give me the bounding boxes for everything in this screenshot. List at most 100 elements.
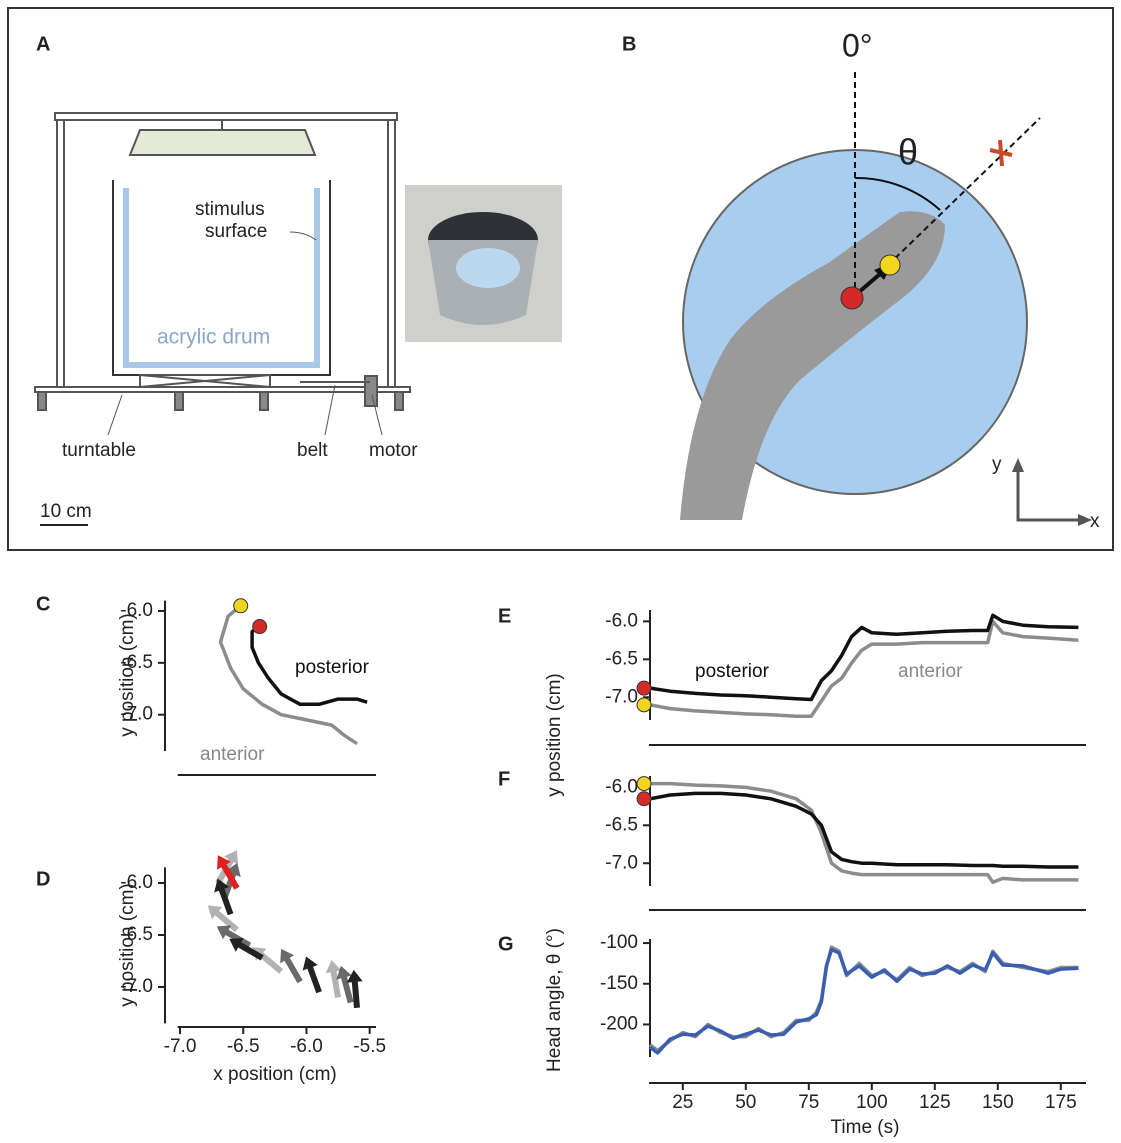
start-marker — [636, 697, 652, 713]
series-label: posterior — [695, 661, 770, 682]
target-star — [989, 139, 1013, 167]
arrow — [302, 956, 322, 994]
series-label: anterior — [200, 744, 265, 765]
truss — [139, 374, 271, 388]
y-tick-label: -6.0 — [120, 600, 153, 621]
y-axis-label: y position (cm) — [117, 613, 138, 737]
axis-label: x — [1090, 511, 1100, 532]
top-frame — [7, 7, 1114, 551]
callout: stimulus — [195, 199, 265, 220]
foot — [174, 391, 184, 411]
projector — [128, 129, 317, 156]
anterior-point — [879, 254, 901, 276]
series-label: anterior — [898, 661, 963, 682]
angle-arc — [854, 176, 941, 211]
y-tick-label: -6.0 — [605, 776, 638, 797]
axis-indicator — [1016, 470, 1080, 522]
y-tick-label: -6.5 — [120, 652, 153, 673]
apparatus — [34, 112, 411, 436]
drum-wall — [314, 188, 320, 368]
leader — [371, 394, 383, 436]
platform — [34, 386, 411, 393]
x-tick-label: 25 — [672, 1092, 693, 1113]
series-line — [649, 613, 1079, 702]
y-tick-label: -100 — [600, 932, 638, 953]
snake — [680, 211, 945, 520]
drum-wall — [123, 188, 129, 368]
x-axis-label: Time (s) — [831, 1117, 900, 1138]
x-axis-label: x position (cm) — [213, 1064, 337, 1085]
series-label: posterior — [295, 657, 370, 678]
x-tick-label: -6.0 — [290, 1036, 323, 1057]
foot — [394, 391, 404, 411]
series-line — [218, 604, 358, 746]
panel-label: A — [36, 33, 50, 55]
start-marker — [252, 619, 268, 635]
arrow — [207, 905, 239, 933]
arrow — [216, 925, 252, 948]
angle-symbol: θ — [898, 132, 918, 173]
axis-label: y — [992, 454, 1002, 475]
beam — [54, 112, 398, 121]
panel-label: C — [36, 593, 50, 615]
arrow — [217, 855, 240, 890]
x-tick-label: 150 — [982, 1092, 1014, 1113]
x-tick-label: -6.5 — [227, 1036, 260, 1057]
arrow — [336, 965, 354, 1004]
y-tick-label: -7.0 — [605, 686, 638, 707]
posterior-point — [840, 286, 864, 310]
x-tick-label: 100 — [856, 1092, 888, 1113]
panel-label: B — [622, 33, 636, 55]
start-marker — [636, 680, 652, 696]
series-line — [648, 945, 1079, 1053]
y-tick-label: -7.0 — [120, 976, 153, 997]
callout: motor — [369, 440, 418, 461]
y-axis-label: Head angle, θ (°) — [544, 928, 565, 1072]
start-marker — [636, 791, 652, 807]
arrow — [214, 878, 234, 916]
y-axis-label: y position (cm) — [117, 883, 138, 1007]
series-line — [650, 781, 1079, 884]
callout: turntable — [62, 440, 136, 461]
y-tick-label: -6.0 — [120, 872, 153, 893]
arrow — [229, 938, 264, 961]
y-tick-label: -150 — [600, 973, 638, 994]
leader — [107, 394, 123, 436]
leader — [289, 231, 317, 241]
start-marker — [636, 776, 652, 792]
panel-label: D — [36, 868, 50, 890]
y-tick-label: -6.5 — [605, 814, 638, 835]
angle-zero: 0° — [842, 27, 873, 63]
arrow — [346, 969, 363, 1009]
x-tick-label: 75 — [798, 1092, 819, 1113]
x-tick-label: 175 — [1045, 1092, 1077, 1113]
panel-label: F — [498, 768, 510, 790]
y-tick-label: -7.0 — [605, 852, 638, 873]
y-tick-label: -6.5 — [605, 648, 638, 669]
x-tick-label: 125 — [919, 1092, 951, 1113]
scale-label: 10 cm — [40, 501, 92, 522]
x-tick-label: -7.0 — [164, 1036, 197, 1057]
arrow-head — [1078, 514, 1092, 526]
panel-label: E — [498, 605, 511, 627]
series-line — [250, 625, 368, 707]
arrow-head — [1012, 458, 1024, 472]
series-line — [649, 791, 1079, 869]
series-line — [648, 947, 1079, 1055]
y-tick-label: -200 — [600, 1013, 638, 1034]
y-axis-label: y position (cm) — [544, 673, 565, 797]
arrow — [325, 960, 342, 998]
y-tick-label: -7.0 — [120, 704, 153, 725]
leader — [324, 384, 336, 436]
series-line — [649, 619, 1079, 718]
x-tick-label: 50 — [735, 1092, 756, 1113]
foot — [37, 391, 47, 411]
callout: acrylic drum — [157, 326, 270, 349]
photo-floor — [456, 248, 520, 288]
callout: surface — [205, 221, 267, 242]
drum-floor — [123, 362, 320, 368]
foot — [259, 391, 269, 411]
callout: belt — [297, 440, 328, 461]
